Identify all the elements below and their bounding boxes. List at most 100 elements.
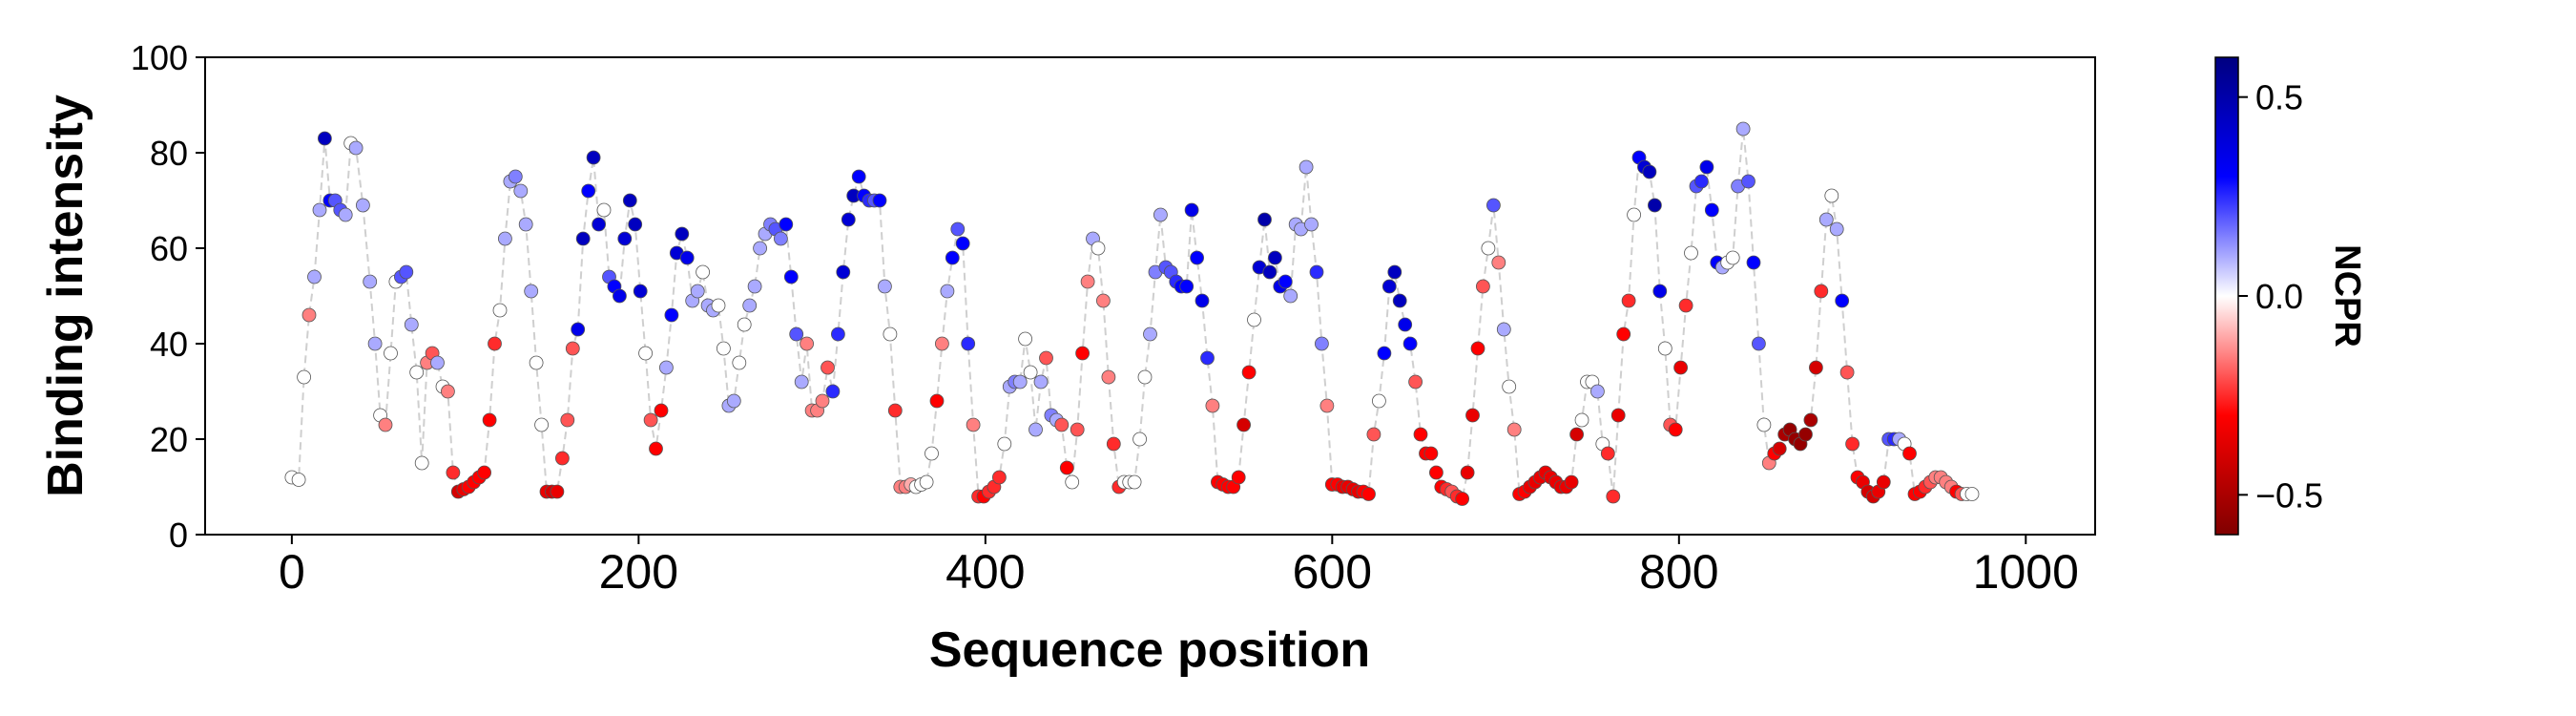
colorbar: −0.5 0.0 0.5 NCPR <box>2214 56 2367 536</box>
data-point <box>312 202 327 218</box>
data-point <box>301 307 317 323</box>
data-point <box>992 470 1007 485</box>
data-point <box>1673 360 1688 375</box>
data-point <box>1372 393 1386 409</box>
data-point <box>565 341 580 356</box>
data-point <box>363 274 378 289</box>
data-point <box>1699 159 1714 175</box>
data-point <box>1902 446 1917 461</box>
data-point <box>1772 441 1787 456</box>
data-points <box>284 121 1980 506</box>
data-point <box>409 365 425 380</box>
data-point <box>783 269 799 284</box>
data-point <box>1054 417 1070 432</box>
data-point <box>878 279 892 294</box>
data-point <box>1319 398 1335 413</box>
data-point <box>1195 293 1210 308</box>
data-point <box>654 403 669 418</box>
data-point <box>1569 427 1584 442</box>
data-point <box>414 455 429 471</box>
data-point <box>1241 365 1257 380</box>
data-point <box>1818 212 1834 227</box>
data-point <box>679 250 695 265</box>
data-point <box>732 355 747 370</box>
data-point <box>1429 465 1444 480</box>
data-point <box>737 317 752 332</box>
colorbar-gradient <box>2214 56 2239 536</box>
data-point <box>586 150 601 165</box>
data-point <box>1106 436 1121 452</box>
data-point <box>643 412 658 428</box>
data-point <box>518 217 533 232</box>
data-point <box>1798 427 1813 442</box>
x-tick-label: 600 <box>1293 545 1372 599</box>
data-point <box>1023 365 1038 380</box>
data-point <box>696 264 710 280</box>
data-point <box>1298 159 1314 175</box>
data-point <box>1137 369 1153 385</box>
data-point <box>1756 417 1772 432</box>
x-tick-label: 800 <box>1639 545 1718 599</box>
data-point <box>1642 164 1657 179</box>
y-tick-label: 60 <box>150 229 188 268</box>
data-point <box>1184 202 1199 218</box>
data-point <box>1153 207 1168 222</box>
data-point <box>1361 487 1376 501</box>
data-point <box>794 374 809 390</box>
data-point <box>638 346 653 361</box>
data-point <box>1143 326 1157 342</box>
data-point <box>482 412 497 428</box>
data-point <box>1413 427 1428 442</box>
data-point <box>1065 474 1080 490</box>
data-point <box>1465 408 1480 423</box>
data-point <box>717 341 731 356</box>
data-point <box>1059 460 1074 475</box>
y-tick-label: 80 <box>150 134 188 173</box>
data-point <box>1752 336 1766 351</box>
data-point <box>1423 446 1439 461</box>
data-point <box>1564 474 1579 490</box>
x-tick-label: 400 <box>945 545 1025 599</box>
data-point <box>747 279 762 294</box>
colorbar-tick-label: 0.0 <box>2255 277 2303 316</box>
data-point <box>887 403 903 418</box>
x-tick-label: 200 <box>599 545 678 599</box>
data-point <box>1080 274 1095 289</box>
data-point <box>622 193 637 208</box>
data-point <box>596 202 612 218</box>
data-point <box>1839 365 1855 380</box>
data-point <box>1392 293 1407 308</box>
data-point <box>815 393 830 409</box>
data-point <box>1033 374 1049 390</box>
data-point <box>575 231 591 246</box>
data-point <box>1262 264 1278 280</box>
data-point <box>924 446 939 461</box>
data-point <box>513 183 529 199</box>
data-point <box>1657 341 1672 356</box>
data-point <box>508 169 523 184</box>
data-point <box>1132 432 1147 447</box>
data-point <box>1247 312 1261 327</box>
y-tick-label: 40 <box>150 325 188 364</box>
data-point <box>872 193 887 208</box>
data-point <box>440 384 455 399</box>
data-point <box>1964 487 1980 501</box>
data-point <box>1809 360 1823 375</box>
data-point <box>821 360 835 375</box>
data-point <box>1205 398 1220 413</box>
data-point <box>1824 188 1839 203</box>
data-point <box>1096 293 1111 308</box>
data-point <box>291 473 306 487</box>
data-point <box>779 217 794 232</box>
data-point <box>592 217 606 232</box>
data-point <box>919 474 934 490</box>
data-point <box>940 284 955 299</box>
data-point <box>1381 279 1397 294</box>
data-point <box>675 226 690 242</box>
data-point <box>1616 326 1631 342</box>
data-point <box>800 336 814 351</box>
data-point <box>367 336 383 351</box>
data-point <box>617 231 633 246</box>
data-point <box>1803 412 1818 428</box>
